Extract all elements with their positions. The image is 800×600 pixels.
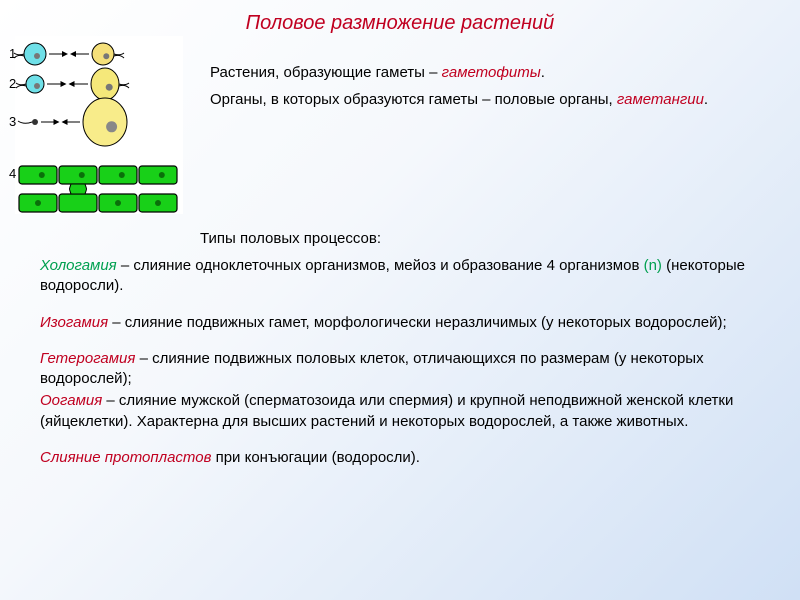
heterogamy-rest: – слияние подвижных половых клеток, отли… — [40, 350, 704, 387]
intro-l2-pre: Органы, в которых образуются гаметы – по… — [210, 91, 617, 108]
def-protoplast: Слияние протопластов при конъюгации (вод… — [40, 448, 770, 468]
gamete-diagram: 1234 — [5, 36, 185, 216]
intro-line1: Растения, образующие гаметы – гаметофиты… — [210, 62, 770, 83]
term-gametangia: гаметангии — [617, 91, 704, 108]
term-hologamy: Хологамия — [40, 257, 117, 274]
intro-block: Растения, образующие гаметы – гаметофиты… — [210, 62, 770, 116]
definitions-block: Хологамия – слияние одноклеточных органи… — [40, 256, 770, 484]
term-oogamy: Оогамия — [40, 392, 102, 409]
svg-text:4: 4 — [9, 166, 16, 181]
def-oogamy: Оогамия – слияние мужской (сперматозоида… — [40, 391, 770, 432]
svg-text:3: 3 — [9, 114, 16, 129]
intro-line2: Органы, в которых образуются гаметы – по… — [210, 89, 770, 110]
intro-l2-post: . — [704, 91, 708, 108]
def-isogamy: Изогамия – слияние подвижных гамет, морф… — [40, 313, 770, 333]
term-isogamy: Изогамия — [40, 314, 108, 331]
title-text: Половое размножение растений — [246, 12, 555, 34]
gamete-diagram-svg: 1234 — [5, 36, 185, 216]
intro-l1-post: . — [541, 64, 545, 81]
isogamy-rest: – слияние подвижных гамет, морфологическ… — [108, 314, 727, 331]
section-label: Типы половых процессов: — [200, 230, 381, 247]
n-symbol: (n) — [644, 257, 662, 274]
oogamy-rest: – слияние мужской (сперматозоида или спе… — [40, 392, 733, 429]
protoplast-rest: при конъюгации (водоросли). — [211, 449, 420, 466]
term-heterogamy: Гетерогамия — [40, 350, 135, 367]
def-hologamy: Хологамия – слияние одноклеточных органи… — [40, 256, 770, 297]
slide-title: Половое размножение растений — [0, 12, 800, 35]
intro-l1-pre: Растения, образующие гаметы – — [210, 64, 442, 81]
term-gametophytes: гаметофиты — [442, 64, 541, 81]
term-protoplast: Слияние протопластов — [40, 449, 211, 466]
svg-text:2: 2 — [9, 76, 16, 91]
def-heterogamy: Гетерогамия – слияние подвижных половых … — [40, 349, 770, 390]
hologamy-rest: – слияние одноклеточных организмов, мейо… — [117, 257, 644, 274]
